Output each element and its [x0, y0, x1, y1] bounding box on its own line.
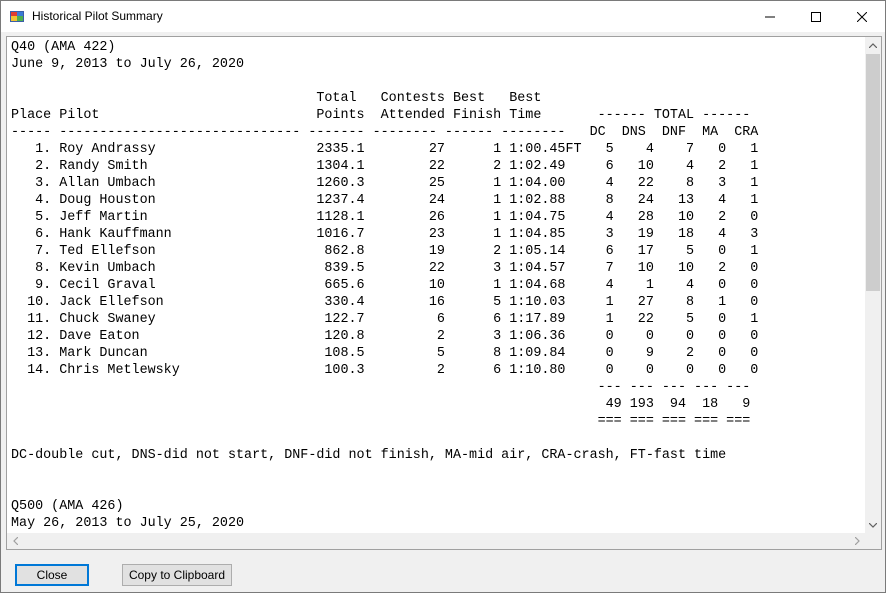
report-line: 7. Ted Ellefson 862.8 19 2 1:05.14 6 17 …: [11, 244, 759, 259]
report-line: DC-double cut, DNS-did not start, DNF-di…: [11, 448, 727, 463]
report-line: 13. Mark Duncan 108.5 5 8 1:09.84 0 9 2 …: [11, 346, 759, 361]
title-bar[interactable]: Historical Pilot Summary: [1, 1, 885, 32]
report-line: Place Pilot Points Attended Finish Time …: [11, 108, 751, 123]
report-line: 49 193 94 18 9: [11, 397, 751, 412]
maximize-button[interactable]: [793, 1, 839, 32]
scroll-left-arrow-icon[interactable]: [7, 533, 23, 549]
report-line: 12. Dave Eaton 120.8 2 3 1:06.36 0 0 0 0…: [11, 329, 759, 344]
close-window-button[interactable]: [839, 1, 885, 32]
report-line: 5. Jeff Martin 1128.1 26 1 1:04.75 4 28 …: [11, 210, 759, 225]
report-line: === === === === ===: [11, 414, 751, 429]
report-line: 11. Chuck Swaney 122.7 6 6 1:17.89 1 22 …: [11, 312, 759, 327]
report-line: Q40 (AMA 422): [11, 40, 116, 55]
report-line: 2. Randy Smith 1304.1 22 2 1:02.49 6 10 …: [11, 159, 759, 174]
copy-to-clipboard-button[interactable]: Copy to Clipboard: [122, 564, 232, 586]
vertical-scrollbar[interactable]: [865, 37, 881, 533]
report-line: 9. Cecil Graval 665.6 10 1 1:04.68 4 1 4…: [11, 278, 759, 293]
report-textbox[interactable]: Q40 (AMA 422) June 9, 2013 to July 26, 2…: [6, 36, 882, 550]
report-text: Q40 (AMA 422) June 9, 2013 to July 26, 2…: [11, 39, 861, 532]
close-icon: [857, 11, 867, 22]
report-line: 1. Roy Andrassy 2335.1 27 1 1:00.45FT 5 …: [11, 142, 759, 157]
report-line: ----- ------------------------------ ---…: [11, 125, 759, 140]
report-line: May 26, 2013 to July 25, 2020: [11, 516, 245, 531]
close-button[interactable]: Close: [15, 564, 89, 586]
minimize-icon: [765, 16, 775, 17]
minimize-button[interactable]: [747, 1, 793, 32]
report-content[interactable]: Q40 (AMA 422) June 9, 2013 to July 26, 2…: [11, 39, 861, 533]
report-line: 3. Allan Umbach 1260.3 25 1 1:04.00 4 22…: [11, 176, 759, 191]
report-line: Q500 (AMA 426): [11, 499, 124, 514]
report-line: 4. Doug Houston 1237.4 24 1 1:02.88 8 24…: [11, 193, 759, 208]
vertical-scroll-thumb[interactable]: [866, 54, 880, 291]
report-line: 10. Jack Ellefson 330.4 16 5 1:10.03 1 2…: [11, 295, 759, 310]
scrollbar-corner: [865, 533, 881, 549]
report-line: June 9, 2013 to July 26, 2020: [11, 57, 245, 72]
report-line: 14. Chris Metlewsky 100.3 2 6 1:10.80 0 …: [11, 363, 759, 378]
report-line: --- --- --- --- ---: [11, 380, 751, 395]
horizontal-scrollbar[interactable]: [7, 533, 865, 549]
app-grid-icon: [10, 9, 25, 23]
window-title: Historical Pilot Summary: [32, 9, 163, 23]
report-line: Total Contests Best Best: [11, 91, 542, 106]
report-line: 6. Hank Kauffmann 1016.7 23 1 1:04.85 3 …: [11, 227, 759, 242]
maximize-icon: [811, 11, 821, 22]
scroll-down-arrow-icon[interactable]: [865, 517, 881, 533]
report-line: 8. Kevin Umbach 839.5 22 3 1:04.57 7 10 …: [11, 261, 759, 276]
scroll-right-arrow-icon[interactable]: [849, 533, 865, 549]
scroll-up-arrow-icon[interactable]: [865, 37, 881, 53]
